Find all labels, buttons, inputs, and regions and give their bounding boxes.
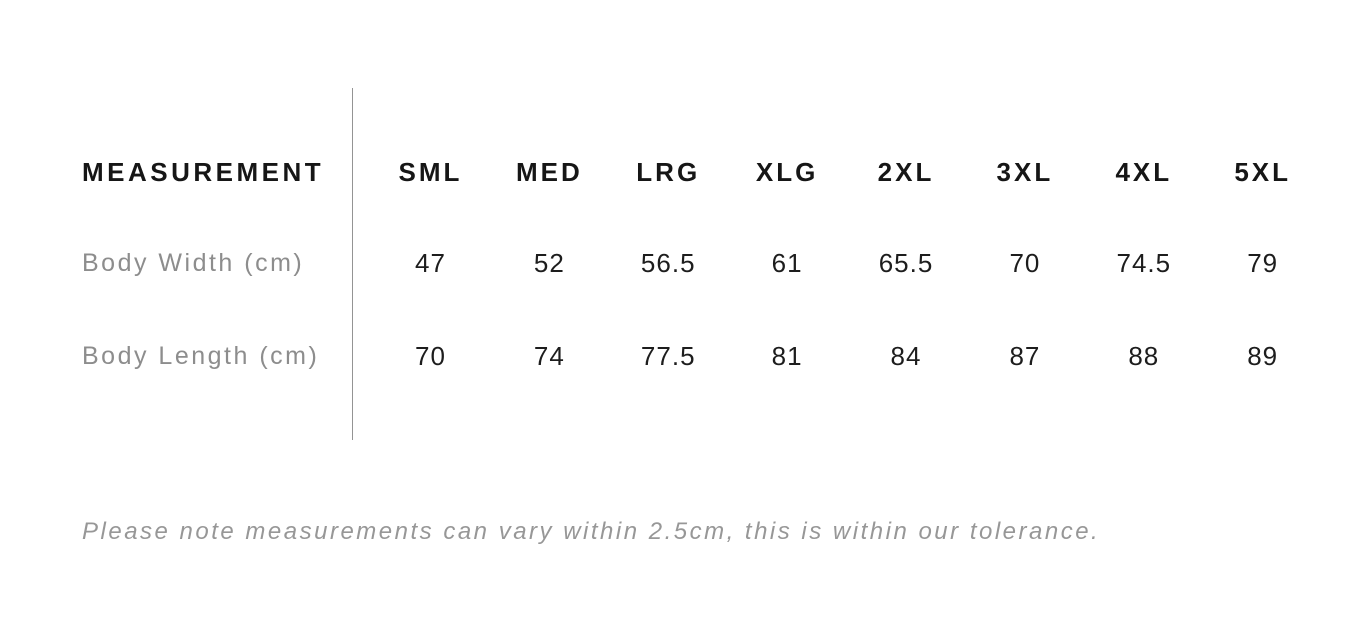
size-chart-header-row: MEASUREMENT SML MED LRG XLG 2XL 3XL 4XL … (0, 140, 1370, 204)
size-header-xlg: XLG (755, 156, 819, 187)
body-length-xlg: 81 (771, 340, 803, 371)
size-header-lrg: LRG (636, 156, 701, 187)
body-length-2xl: 84 (890, 340, 922, 371)
body-width-5xl: 79 (1247, 247, 1279, 278)
size-header-3xl: 3XL (996, 156, 1054, 187)
tolerance-note: Please note measurements can vary within… (82, 518, 1101, 545)
column-divider (352, 88, 353, 440)
body-length-med: 74 (533, 340, 565, 371)
size-header-5xl: 5XL (1234, 156, 1292, 187)
body-width-lrg: 56.5 (640, 247, 696, 278)
measurement-header: MEASUREMENT (82, 156, 325, 187)
body-width-sml: 47 (414, 247, 446, 278)
table-row-body-width: Body Width (cm) 47 52 56.5 61 65.5 70 74… (0, 231, 1370, 295)
body-width-2xl: 65.5 (878, 247, 934, 278)
row-label-body-length: Body Length (cm) (82, 341, 320, 370)
table-row-body-length: Body Length (cm) 70 74 77.5 81 84 87 88 … (0, 324, 1370, 388)
body-length-4xl: 88 (1128, 340, 1160, 371)
body-length-sml: 70 (414, 340, 446, 371)
size-header-4xl: 4XL (1115, 156, 1173, 187)
body-length-lrg: 77.5 (640, 340, 696, 371)
body-width-4xl: 74.5 (1116, 247, 1172, 278)
size-header-med: MED (515, 156, 583, 187)
row-label-body-width: Body Width (cm) (82, 248, 305, 277)
body-width-xlg: 61 (771, 247, 803, 278)
size-header-sml: SML (398, 156, 463, 187)
size-header-2xl: 2XL (877, 156, 935, 187)
body-length-3xl: 87 (1009, 340, 1041, 371)
body-width-med: 52 (533, 247, 565, 278)
body-width-3xl: 70 (1009, 247, 1041, 278)
body-length-5xl: 89 (1247, 340, 1279, 371)
